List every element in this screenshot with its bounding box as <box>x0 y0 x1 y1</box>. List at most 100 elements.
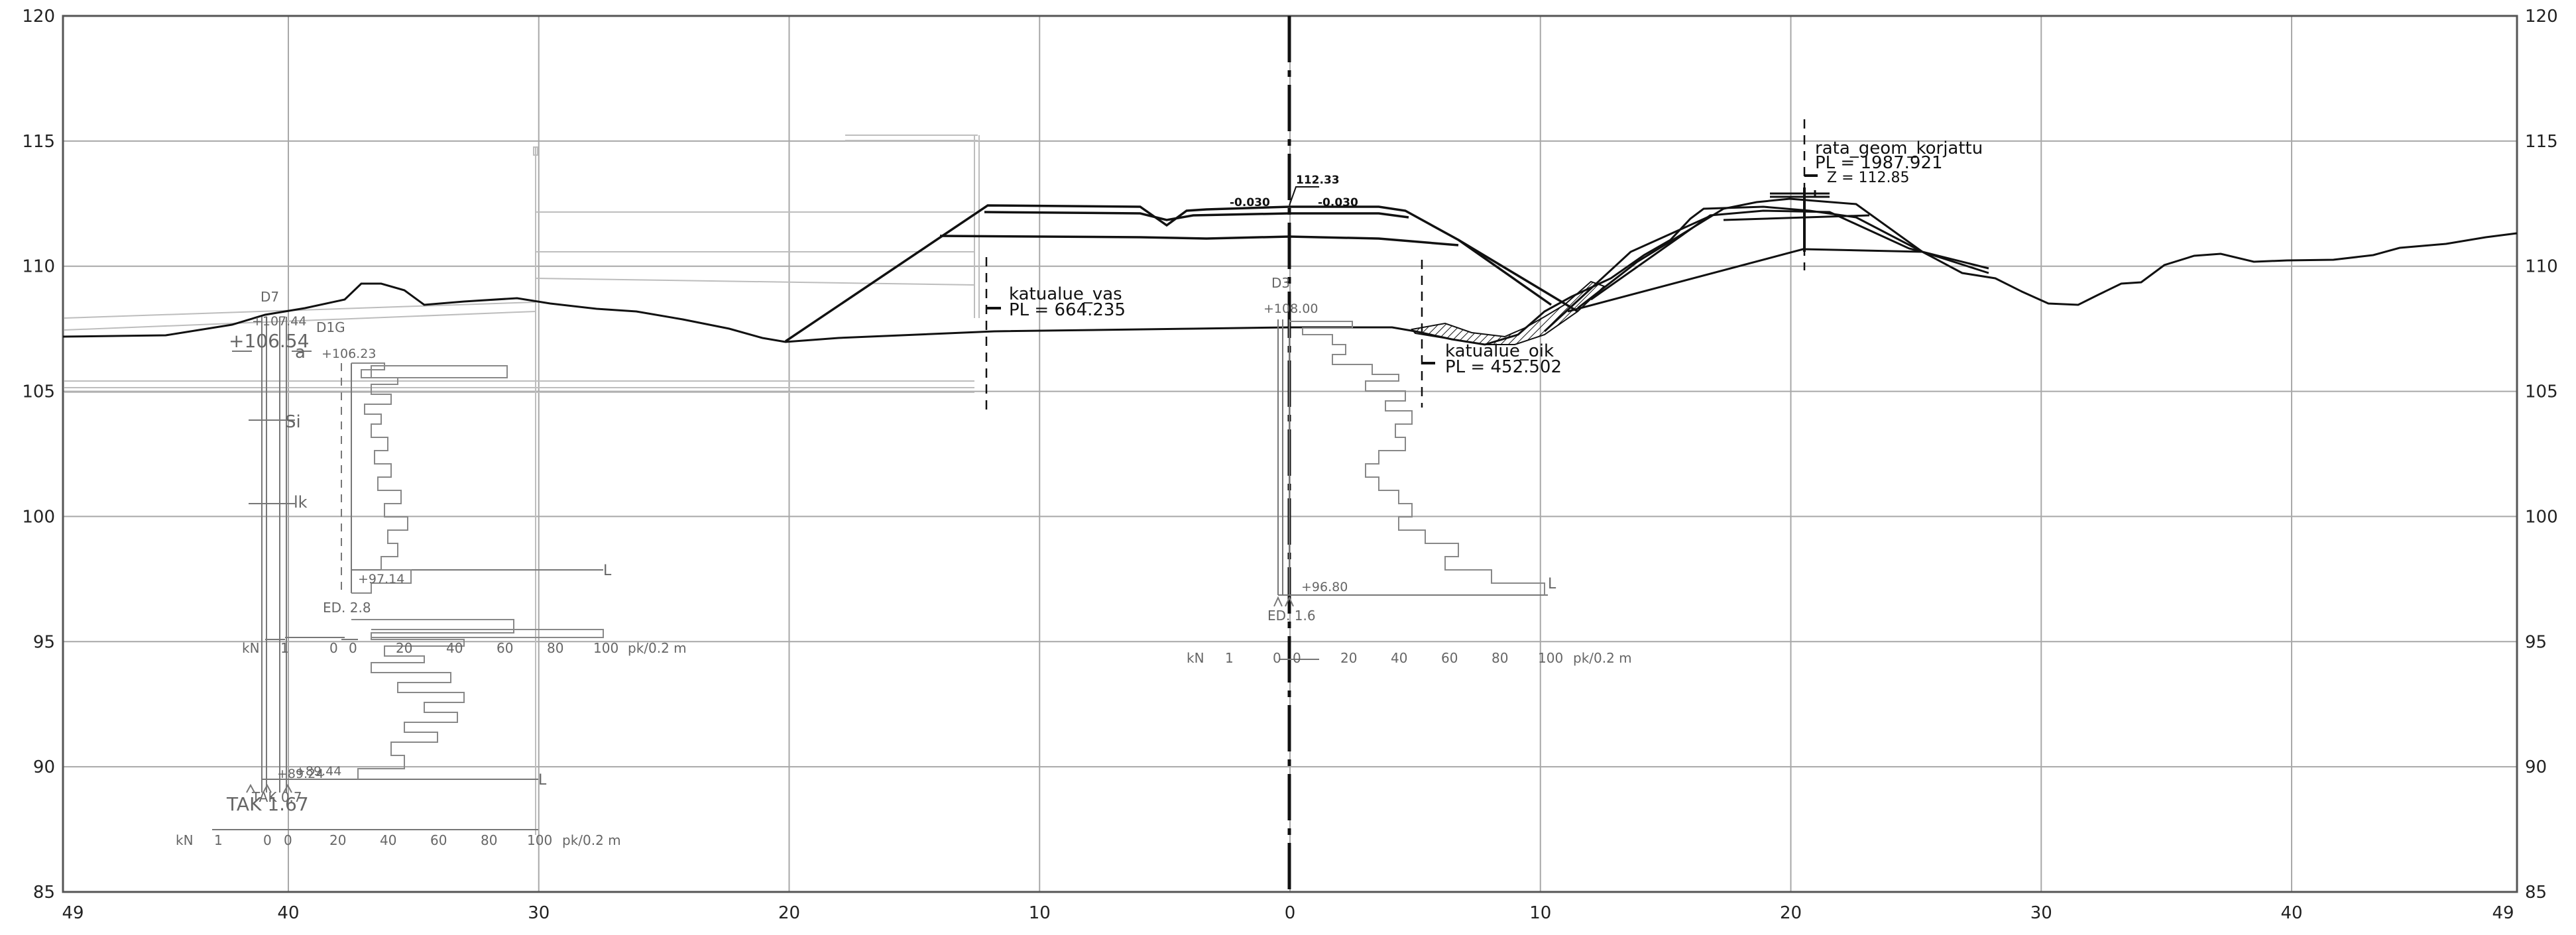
left-lower-t4: 20 <box>329 832 346 848</box>
d1g-bottom: +97.14 <box>358 572 404 586</box>
center-t4: 20 <box>1340 650 1357 666</box>
d3-id: D3 <box>1271 275 1290 291</box>
left-upper-kn: kN <box>242 640 260 656</box>
x-tick-label: 20 <box>778 903 800 923</box>
x-tick-label: 40 <box>2280 903 2302 923</box>
left-upper-t1: 1 <box>280 640 289 656</box>
x-tick-label: 49 <box>2492 903 2514 923</box>
left-lower-t6: 60 <box>430 832 447 848</box>
d7-end-b: TAK 1.67 <box>226 793 309 815</box>
road-embankment <box>785 204 1578 343</box>
center-t2: 0 <box>1273 650 1281 666</box>
d1g-end: ED. 2.8 <box>323 600 371 616</box>
d1g-top: +106.23 <box>322 347 376 361</box>
y-tick-label-left: 105 <box>22 382 55 402</box>
left-upper-t6: 60 <box>497 640 513 656</box>
center-t3: 0 <box>1293 650 1301 666</box>
y-tick-label-left: 95 <box>33 632 55 652</box>
hatched-ditch <box>1411 280 1606 345</box>
right-alignment-pl: PL = 452.502 <box>1445 357 1562 377</box>
y-tick-label-left: 90 <box>33 757 55 777</box>
d7-elev-large: +106.54 <box>229 330 309 352</box>
soil-lk: lk <box>294 493 308 512</box>
ground-line <box>62 205 2518 346</box>
x-tick-label: 0 <box>1285 903 1296 923</box>
center-unit: pk/0.2 m <box>1573 650 1632 666</box>
center-t8: 100 <box>1538 650 1563 666</box>
left-upper-t7: 80 <box>547 640 563 656</box>
x-tick-label: 10 <box>1529 903 1551 923</box>
d7-bottom-b: +89.24 <box>277 767 323 781</box>
left-lower-t5: 40 <box>380 832 396 848</box>
y-tick-label-right: 105 <box>2525 382 2558 402</box>
d7-penetration-profile <box>351 619 514 779</box>
d7-end-arrows <box>246 783 292 793</box>
y-tick-label-right: 85 <box>2525 883 2547 903</box>
slope-right-label: -0.030 <box>1318 196 1358 209</box>
d3-penetration-profile <box>1289 321 1545 595</box>
y-tick-label-left: 115 <box>22 132 55 152</box>
x-tick-label: 30 <box>528 903 550 923</box>
x-tick-label: 10 <box>1029 903 1051 923</box>
y-tick-label-right: 100 <box>2525 507 2558 527</box>
center-t7: 80 <box>1492 650 1508 666</box>
left-alignment-label: katualue_vas <box>1009 284 1122 304</box>
x-tick-label: 49 <box>62 903 84 923</box>
x-tick-label: 40 <box>277 903 299 923</box>
left-upper-t8: 100 <box>593 640 618 656</box>
boring-d3-group <box>1277 319 1548 660</box>
left-lower-scale: kN 1 0 0 20 40 60 80 100 pk/0.2 m <box>176 829 621 848</box>
left-lower-unit: pk/0.2 m <box>562 832 621 848</box>
left-upper-t4: 20 <box>396 640 412 656</box>
d7-top: +107.44 <box>252 314 306 329</box>
d7-id: D7 <box>261 289 279 305</box>
right-alignment-label: katualue_oik <box>1445 341 1554 361</box>
d1g-peak-box <box>371 365 508 378</box>
left-lower-t3: 0 <box>284 832 292 848</box>
boring-d7-group <box>232 317 603 793</box>
y-tick-label-right: 120 <box>2525 7 2558 27</box>
left-lower-t2: 0 <box>263 832 272 848</box>
soil-si: Si <box>285 412 301 432</box>
y-tick-label-left: 100 <box>22 507 55 527</box>
soil-a: a <box>295 343 306 362</box>
y-tick-label-right: 90 <box>2525 757 2547 777</box>
d3-bottom: +96.80 <box>1301 580 1348 594</box>
d7-end-a: TAK 0.7 <box>251 789 302 805</box>
center-t5: 40 <box>1391 650 1407 666</box>
d3-end-marker: L <box>1548 576 1556 592</box>
center-t1: 1 <box>1225 650 1234 666</box>
y-tick-label-left: 85 <box>33 883 55 903</box>
light-features <box>64 135 980 835</box>
center-scale: kN 1 0 0 20 40 60 80 100 pk/0.2 m <box>1187 650 1632 666</box>
left-upper-t5: 40 <box>446 640 463 656</box>
y-tick-label-left: 110 <box>22 257 55 277</box>
y-tick-label-left: 120 <box>22 7 55 27</box>
left-alignment-pl: PL = 664.235 <box>1009 300 1126 320</box>
left-upper-t2: 0 <box>329 640 338 656</box>
d7-end-marker: L <box>538 772 547 789</box>
y-tick-label-right: 95 <box>2525 632 2547 652</box>
left-upper-t3: 0 <box>349 640 357 656</box>
d3-end-arrows <box>1273 596 1294 607</box>
y-tick-label-right: 115 <box>2525 132 2558 152</box>
x-tick-labels: 49 40 30 20 10 0 10 20 30 40 49 <box>62 903 2514 923</box>
d7-bottom-a: +89.44 <box>295 764 341 779</box>
marker-verticals <box>985 119 1806 410</box>
left-lower-t1: 1 <box>214 832 223 848</box>
rail-label: rata_geom_korjattu <box>1815 138 1983 158</box>
left-lower-t7: 80 <box>481 832 497 848</box>
rail-z: Z = 112.85 <box>1827 170 1909 186</box>
left-upper-unit: pk/0.2 m <box>628 640 687 656</box>
slope-left-label: -0.030 <box>1230 196 1270 209</box>
d7-lower-box <box>371 629 604 638</box>
center-kn: kN <box>1187 650 1204 666</box>
d3-end: ED. 1.6 <box>1267 608 1316 624</box>
d1g-id: D1G <box>316 319 345 335</box>
left-lower-t8: 100 <box>527 832 552 848</box>
top-level-label: 112.33 <box>1296 174 1340 187</box>
d3-top: +108.00 <box>1263 302 1318 316</box>
d1g-end-marker: L <box>603 563 612 579</box>
